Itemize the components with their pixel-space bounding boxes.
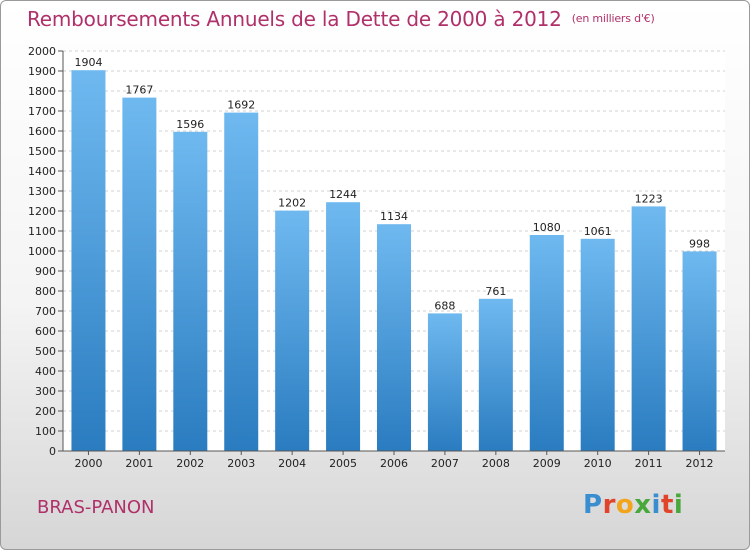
y-tick-label-2000: 2000: [28, 45, 56, 58]
logo-letter: i: [651, 490, 661, 520]
bar-2004: [275, 210, 310, 451]
bar-2000: [71, 70, 106, 451]
y-tick-label-1200: 1200: [28, 205, 56, 218]
bar-2010: [580, 238, 615, 451]
x-tick-label-2005: 2005: [329, 457, 357, 470]
y-tick-label-1800: 1800: [28, 85, 56, 98]
bar-2003: [224, 112, 259, 451]
x-tick-label-2002: 2002: [176, 457, 204, 470]
y-tick-label-500: 500: [35, 345, 56, 358]
y-tick-label-1600: 1600: [28, 125, 56, 138]
y-tick-label-1100: 1100: [28, 225, 56, 238]
y-tick-label-1900: 1900: [28, 65, 56, 78]
y-tick-label-200: 200: [35, 405, 56, 418]
data-labels: 1904 1767 1596 1692 1202 1244 1134 688 761 1080 10…: [74, 56, 710, 312]
y-tick-label-1700: 1700: [28, 105, 56, 118]
bar-2007: [427, 313, 462, 451]
y-tick-label-600: 600: [35, 325, 56, 338]
data-label-2011: 1223: [635, 192, 663, 205]
data-label-2004: 1202: [278, 197, 306, 210]
logo-letter: x: [634, 490, 652, 520]
bar-2012: [682, 251, 717, 451]
data-label-2003: 1692: [227, 99, 255, 112]
x-tick-label-2012: 2012: [686, 457, 714, 470]
bar-2005: [326, 202, 361, 451]
bar-2001: [122, 97, 157, 451]
data-label-2001: 1767: [125, 84, 153, 97]
x-tick-label-2007: 2007: [431, 457, 459, 470]
y-tick-label-1500: 1500: [28, 145, 56, 158]
logo-letter: o: [615, 490, 635, 520]
data-label-2006: 1134: [380, 210, 408, 223]
bar-2002: [173, 131, 208, 452]
y-tick-label-900: 900: [35, 265, 56, 278]
bar-2008: [478, 298, 513, 451]
data-label-2000: 1904: [74, 56, 102, 69]
y-tick-label-700: 700: [35, 305, 56, 318]
data-label-2005: 1244: [329, 188, 357, 201]
logo-letter: i: [673, 490, 684, 520]
x-tick-label-2006: 2006: [380, 457, 408, 470]
data-label-2009: 1080: [533, 221, 561, 234]
logo-letter: t: [660, 490, 674, 520]
x-tick-label-2004: 2004: [278, 457, 306, 470]
data-label-2010: 1061: [584, 225, 612, 238]
x-axis: 2000 2001 2002 2003 2004 2005 2006 2007 2008 2009…: [63, 450, 725, 470]
x-tick-label-2010: 2010: [584, 457, 612, 470]
y-tick-label-800: 800: [35, 285, 56, 298]
chart-title: Remboursements Annuels de la Dette de 20…: [27, 7, 655, 31]
data-label-2007: 688: [434, 299, 455, 312]
bar-2009: [529, 235, 564, 451]
y-tick-label-0: 0: [49, 445, 56, 458]
bar-2011: [631, 206, 666, 451]
bars: [71, 70, 717, 452]
x-tick-label-2000: 2000: [74, 457, 102, 470]
data-label-2008: 761: [485, 285, 506, 298]
y-axis: 0 100 200 300 400 500 600 700 800 900 1000 1100 1200…: [28, 45, 64, 458]
data-label-2012: 998: [689, 237, 710, 250]
x-tick-label-2009: 2009: [533, 457, 561, 470]
bar-2006: [377, 224, 411, 451]
x-tick-label-2011: 2011: [635, 457, 663, 470]
y-tick-label-400: 400: [35, 365, 56, 378]
chart-unit: (en milliers d'€): [571, 12, 655, 25]
proxiti-logo: Proxiti: [583, 490, 683, 520]
y-tick-label-1300: 1300: [28, 185, 56, 198]
y-tick-label-1000: 1000: [28, 245, 56, 258]
x-tick-label-2008: 2008: [482, 457, 510, 470]
x-tick-label-2003: 2003: [227, 457, 255, 470]
y-tick-label-1400: 1400: [28, 165, 56, 178]
logo-letter: r: [602, 490, 616, 520]
data-label-2002: 1596: [176, 118, 204, 131]
logo-letter: P: [583, 490, 603, 520]
x-tick-label-2001: 2001: [125, 457, 153, 470]
city-name: BRAS-PANON: [37, 497, 155, 518]
chart-title-text: Remboursements Annuels de la Dette de 20…: [27, 7, 562, 31]
y-tick-label-100: 100: [35, 425, 56, 438]
y-tick-label-300: 300: [35, 385, 56, 398]
